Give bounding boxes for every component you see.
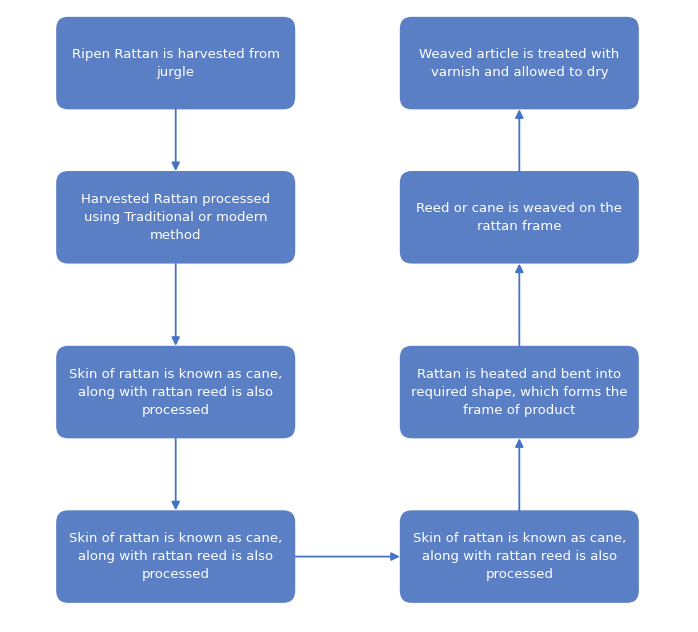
Text: Skin of rattan is known as cane,
along with rattan reed is also
processed: Skin of rattan is known as cane, along w…: [69, 532, 282, 581]
Text: Harvested Rattan processed
using Traditional or modern
method: Harvested Rattan processed using Traditi…: [81, 193, 270, 242]
FancyBboxPatch shape: [400, 346, 639, 439]
FancyBboxPatch shape: [56, 17, 295, 109]
Text: Rattan is heated and bent into
required shape, which forms the
frame of product: Rattan is heated and bent into required …: [411, 368, 628, 416]
FancyBboxPatch shape: [56, 171, 295, 264]
FancyBboxPatch shape: [400, 17, 639, 109]
FancyBboxPatch shape: [56, 346, 295, 439]
Text: Skin of rattan is known as cane,
along with rattan reed is also
processed: Skin of rattan is known as cane, along w…: [69, 368, 282, 416]
FancyBboxPatch shape: [400, 510, 639, 603]
Text: Skin of rattan is known as cane,
along with rattan reed is also
processed: Skin of rattan is known as cane, along w…: [413, 532, 626, 581]
FancyBboxPatch shape: [400, 171, 639, 264]
Text: Ripen Rattan is harvested from
jurgle: Ripen Rattan is harvested from jurgle: [72, 47, 280, 78]
Text: Reed or cane is weaved on the
rattan frame: Reed or cane is weaved on the rattan fra…: [416, 202, 623, 233]
FancyBboxPatch shape: [56, 510, 295, 603]
Text: Weaved article is treated with
varnish and allowed to dry: Weaved article is treated with varnish a…: [419, 47, 619, 78]
